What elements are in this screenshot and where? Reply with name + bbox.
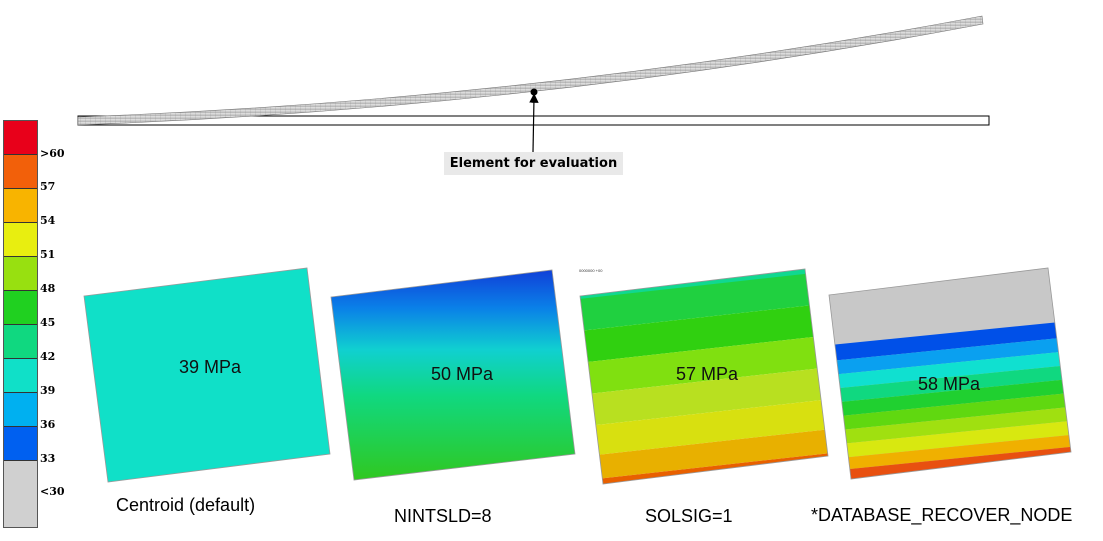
legend-label: 54: [40, 214, 56, 227]
callout-arrow: [529, 93, 539, 153]
caption-solsig: SOLSIG=1: [645, 506, 733, 526]
legend-band: [4, 427, 37, 461]
legend-band: [4, 461, 37, 527]
legend-band: [4, 121, 37, 155]
legend-band: [4, 257, 37, 291]
callout-label: Element for evaluation: [444, 152, 623, 175]
scale-readout: 0000000 +00: [579, 268, 603, 273]
panel-value-recover-node: 58 MPa: [918, 374, 981, 394]
legend-label: 36: [40, 418, 56, 431]
legend-band: [4, 155, 37, 189]
panel-value-nintsld: 50 MPa: [431, 364, 494, 384]
panel-value-centroid: 39 MPa: [179, 357, 242, 377]
legend-label: 45: [40, 316, 56, 329]
color-legend: [3, 120, 38, 528]
legend-label: 42: [40, 350, 56, 363]
panel-nintsld: [330, 269, 576, 481]
evaluation-point: [530, 88, 538, 96]
legend-label: 57: [40, 180, 56, 193]
legend-band: [4, 359, 37, 393]
legend-label: 48: [40, 282, 56, 295]
legend-label: >60: [40, 147, 65, 160]
legend-band: [4, 223, 37, 257]
caption-nintsld: NINTSLD=8: [394, 506, 492, 526]
legend-label: 51: [40, 248, 56, 261]
legend-band: [4, 393, 37, 427]
legend-band: [4, 291, 37, 325]
caption-recover-node: *DATABASE_RECOVER_NODE: [811, 505, 1073, 525]
legend-band: [4, 325, 37, 359]
panel-recover-node: [829, 268, 1071, 479]
legend-label: 33: [40, 452, 56, 465]
legend-label: <30: [40, 485, 65, 498]
legend-label: 39: [40, 384, 56, 397]
panel-centroid: [83, 267, 331, 483]
caption-centroid: Centroid (default): [116, 495, 256, 515]
deformed-beam: [77, 15, 984, 126]
panel-value-solsig: 57 MPa: [676, 364, 739, 384]
legend-band: [4, 189, 37, 223]
